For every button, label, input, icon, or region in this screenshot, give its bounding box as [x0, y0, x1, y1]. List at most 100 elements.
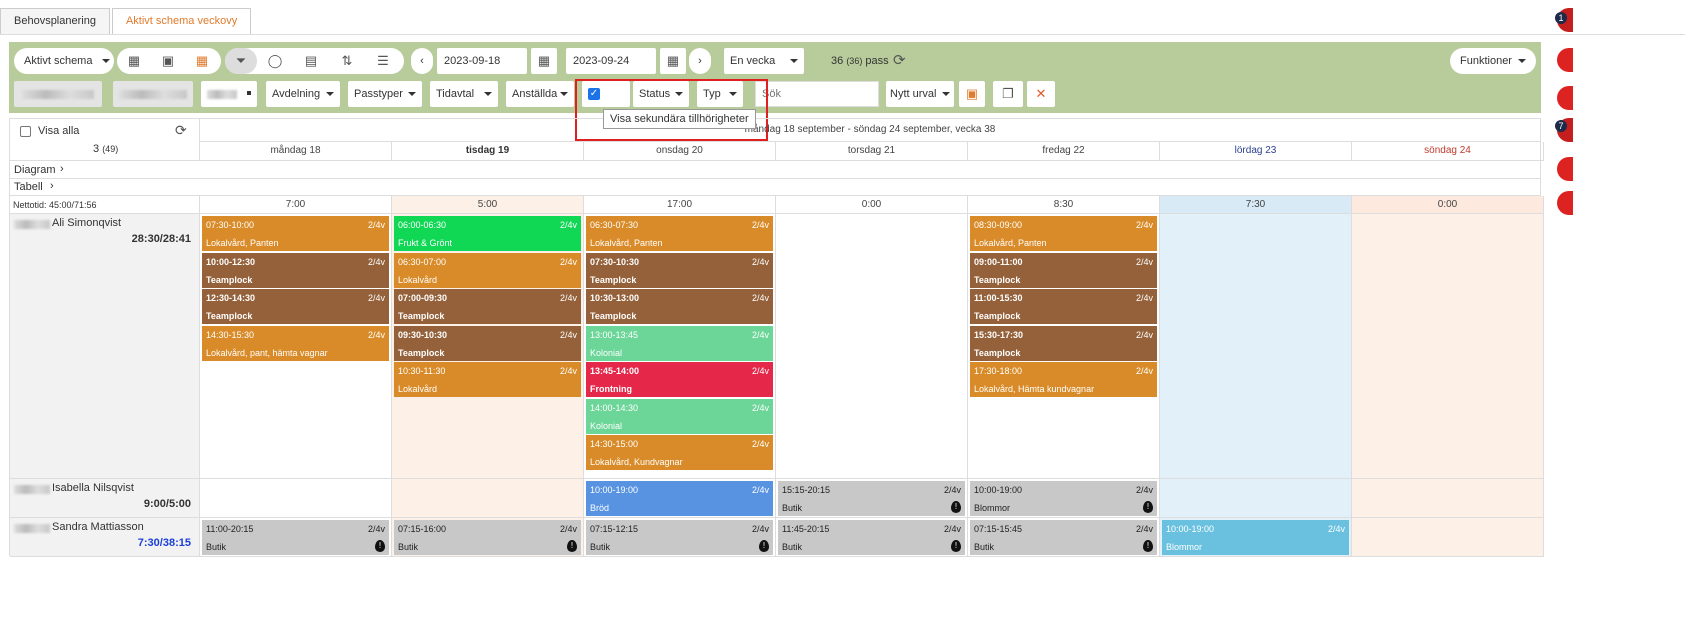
side-action-1[interactable] [1557, 48, 1573, 72]
calendar-icon[interactable]: ▦ [660, 48, 686, 74]
schedule-cell[interactable] [1160, 214, 1352, 479]
side-action-4[interactable] [1557, 157, 1573, 181]
shift-block[interactable]: 15:30-17:30 2/4v Teamplock [970, 325, 1157, 361]
employee-row-header[interactable]: Ali Simonqvist 28:30/28:41 [10, 214, 200, 479]
filter-placeholder-2[interactable] [113, 81, 193, 107]
shift-block[interactable]: 10:30-11:30 2/4v Lokalvård [394, 362, 581, 397]
schedule-cell[interactable]: 06:30-07:30 2/4v Lokalvård, Panten 07:30-… [584, 214, 776, 479]
schedule-cell[interactable]: 07:15-12:15 2/4v Butik! [584, 518, 776, 557]
schedule-cell[interactable] [1352, 479, 1544, 518]
filter-icon[interactable]: ⏷ [225, 48, 257, 74]
shift-block[interactable]: 12:30-14:30 2/4v Teamplock [202, 289, 389, 324]
refresh-icon[interactable]: ⟳ [175, 122, 187, 138]
schedule-cell[interactable]: 15:15-20:15 2/4v Butik! [776, 479, 968, 518]
save-icon[interactable]: ▣ [959, 81, 985, 107]
schedule-cell[interactable] [1352, 214, 1544, 479]
shift-block[interactable]: 10:00-12:30 2/4v Teamplock [202, 252, 389, 288]
calendar-active-icon[interactable]: ▦ [195, 53, 209, 68]
employee-row-header[interactable]: Sandra Mattiasson 7:30/38:15 [10, 518, 200, 557]
date-to-input[interactable]: 2023-09-24 [566, 48, 656, 74]
close-icon[interactable]: ✕ [1027, 81, 1055, 107]
date-from-input[interactable]: 2023-09-18 [437, 48, 527, 74]
shift-block[interactable]: 09:00-11:00 2/4v Teamplock [970, 252, 1157, 288]
table-row[interactable]: Tabell › [10, 179, 1541, 196]
table-icon[interactable]: ▤ [304, 53, 318, 68]
shift-block[interactable]: 11:00-15:30 2/4v Teamplock [970, 289, 1157, 324]
employees-filter[interactable]: Anställda [506, 81, 574, 107]
schedule-cell[interactable]: 10:00-19:00 2/4v Blommor! [968, 479, 1160, 518]
schedule-cell[interactable]: 08:30-09:00 2/4v Lokalvård, Panten 09:00-… [968, 214, 1160, 479]
side-action-2[interactable] [1557, 86, 1573, 110]
schedule-cell[interactable]: 07:15-15:45 2/4v Butik! [968, 518, 1160, 557]
schedule-cell[interactable] [1352, 518, 1544, 557]
time-agreement-filter[interactable]: Tidavtal [430, 81, 498, 107]
schedule-cell[interactable]: 11:00-20:15 2/4v Butik! [200, 518, 392, 557]
secondary-affiliation-checkbox[interactable]: ✓ [588, 88, 600, 100]
schedule-cell[interactable]: 10:00-19:00 2/4v Blommor [1160, 518, 1352, 557]
shift-block[interactable]: 13:00-13:45 2/4v Kolonial [586, 325, 773, 361]
shift-block[interactable]: 13:45-14:00 2/4v Frontning [586, 362, 773, 397]
day-header[interactable]: onsdag 20 [584, 142, 776, 161]
shift-block[interactable]: 06:30-07:30 2/4v Lokalvård, Panten [586, 216, 773, 251]
shift-block[interactable]: 11:45-20:15 2/4v Butik! [778, 520, 965, 555]
period-select[interactable]: En vecka [724, 48, 804, 74]
shift-block[interactable]: 10:00-19:00 2/4v Blommor [1162, 520, 1349, 555]
shift-block[interactable]: 15:15-20:15 2/4v Butik! [778, 481, 965, 516]
calendar-day-icon[interactable]: ▣ [161, 53, 175, 68]
diagram-row[interactable]: Diagram › [10, 161, 1541, 179]
department-filter[interactable]: Avdelning [266, 81, 340, 107]
show-all-checkbox[interactable] [20, 126, 31, 137]
side-action-5[interactable] [1557, 191, 1573, 215]
prev-week-button[interactable]: ‹ [411, 48, 433, 74]
filter-placeholder-1[interactable] [14, 81, 102, 107]
layout-icon[interactable]: ☰ [377, 53, 389, 68]
tab-aktivt-schema-veckovy[interactable]: Aktivt schema veckovy [111, 8, 252, 35]
next-week-button[interactable]: › [689, 48, 711, 74]
status-filter[interactable]: Status [633, 81, 689, 107]
pass-type-filter[interactable]: Passtyper [348, 81, 422, 107]
shift-block[interactable]: 06:00-06:30 2/4v Frukt & Grönt [394, 216, 581, 251]
schedule-cell[interactable] [200, 479, 392, 518]
employee-row-header[interactable]: Isabella Nilsqvist 9:00/5:00 [10, 479, 200, 518]
toggle-icon[interactable]: ◯ [267, 53, 283, 68]
shift-block[interactable]: 07:00-09:30 2/4v Teamplock [394, 289, 581, 324]
side-action-3[interactable]: 7 [1555, 118, 1573, 142]
schedule-cell[interactable] [776, 214, 968, 479]
schedule-cell[interactable]: 07:30-10:00 2/4v Lokalvård, Panten 10:00-… [200, 214, 392, 479]
shift-block[interactable]: 10:00-19:00 2/4v Blommor! [970, 481, 1157, 516]
day-header[interactable]: lördag 23 [1160, 142, 1352, 161]
schedule-cell[interactable] [1160, 479, 1352, 518]
shift-block[interactable]: 07:30-10:30 2/4v Teamplock [586, 252, 773, 288]
copy-icon[interactable]: ❐ [993, 81, 1023, 107]
shift-block[interactable]: 10:30-13:00 2/4v Teamplock [586, 289, 773, 324]
schedule-cell[interactable]: 10:00-19:00 2/4v Bröd [584, 479, 776, 518]
shift-block[interactable]: 07:15-16:00 2/4v Butik! [394, 520, 581, 555]
day-header[interactable]: fredag 22 [968, 142, 1160, 161]
shift-block[interactable]: 14:30-15:30 2/4v Lokalvård, pant, hämta … [202, 325, 389, 361]
schedule-cell[interactable]: 07:15-16:00 2/4v Butik! [392, 518, 584, 557]
shift-block[interactable]: 07:15-15:45 2/4v Butik! [970, 520, 1157, 555]
day-header[interactable]: måndag 18 [200, 142, 392, 161]
sort-icon[interactable]: ⇅ [341, 53, 353, 68]
schedule-cell[interactable] [392, 479, 584, 518]
type-filter[interactable]: Typ [697, 81, 743, 107]
refresh-icon[interactable]: ⟳ [893, 52, 906, 69]
day-header[interactable]: torsdag 21 [776, 142, 968, 161]
day-header[interactable]: söndag 24 [1352, 142, 1544, 161]
shift-block[interactable]: 09:30-10:30 2/4v Teamplock [394, 325, 581, 361]
shift-block[interactable]: 14:30-15:00 2/4v Lokalvård, Kundvagnar [586, 435, 773, 470]
shift-block[interactable]: 07:15-12:15 2/4v Butik! [586, 520, 773, 555]
day-header[interactable]: tisdag 19 [392, 142, 584, 161]
notification-badge[interactable]: 1 [1555, 8, 1573, 32]
schedule-cell[interactable]: 11:45-20:15 2/4v Butik! [776, 518, 968, 557]
search-input[interactable] [755, 81, 879, 107]
shift-block[interactable]: 10:00-19:00 2/4v Bröd [586, 481, 773, 516]
shift-block[interactable]: 17:30-18:00 2/4v Lokalvård, Hämta kundva… [970, 362, 1157, 397]
shift-block[interactable]: 07:30-10:00 2/4v Lokalvård, Panten [202, 216, 389, 251]
calendar-week-icon[interactable]: ▦ [127, 53, 141, 68]
shift-block[interactable]: 08:30-09:00 2/4v Lokalvård, Panten [970, 216, 1157, 251]
tab-behovsplanering[interactable]: Behovsplanering [0, 8, 110, 35]
schema-select[interactable]: Aktivt schema [14, 48, 114, 74]
functions-button[interactable]: Funktioner [1450, 48, 1536, 74]
filter-placeholder-3[interactable] [201, 81, 257, 107]
